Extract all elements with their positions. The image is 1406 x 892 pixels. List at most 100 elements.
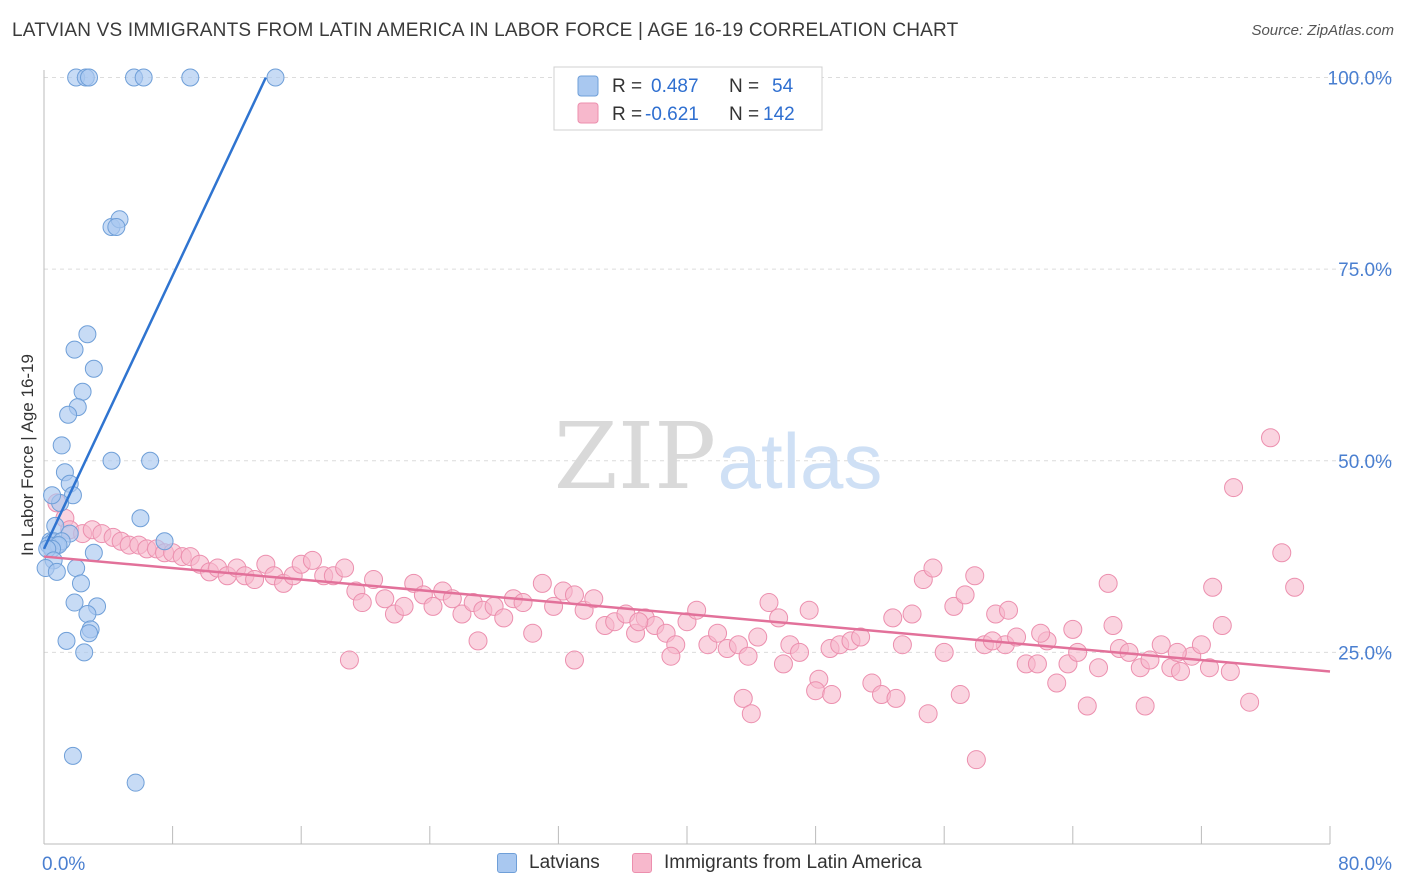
latin-point: [950, 685, 970, 705]
latin-point: [806, 681, 826, 701]
latin-point: [1199, 658, 1219, 678]
latin-point: [966, 750, 986, 770]
latin-point: [1261, 428, 1281, 448]
latin-point: [1191, 635, 1211, 655]
latvian-point: [65, 340, 84, 359]
latin-point: [302, 550, 322, 570]
latvian-point: [63, 746, 82, 765]
latin-point: [741, 704, 761, 724]
latin-point: [339, 650, 359, 670]
latvian-point: [57, 631, 76, 650]
latin-point: [1077, 696, 1097, 716]
latvian-point: [102, 451, 121, 470]
latin-point: [494, 608, 514, 628]
latin-point: [584, 589, 604, 609]
legend-r-value-latvians: 0.487: [651, 76, 699, 97]
latin-trend-line: [43, 555, 1331, 673]
latin-point: [452, 604, 472, 624]
latin-point: [1240, 692, 1260, 712]
latin-point: [1220, 662, 1240, 682]
series-legend: Latvians Immigrants from Latin America: [0, 850, 1406, 880]
latin-point: [375, 589, 395, 609]
chart-title: LATVIAN VS IMMIGRANTS FROM LATIN AMERICA…: [12, 20, 959, 41]
latin-point: [1285, 577, 1305, 597]
correlation-legend: R = 0.487 N = 54 R = -0.621 N = 142: [553, 66, 823, 131]
latin-point: [245, 570, 265, 590]
latvian-point: [71, 574, 90, 593]
latin-point: [769, 608, 789, 628]
latin-point: [1151, 635, 1171, 655]
latin-point: [944, 596, 964, 616]
latin-point: [1203, 577, 1223, 597]
legend-square-latin: [632, 853, 652, 873]
latvian-point: [73, 382, 92, 401]
latvian-point: [141, 451, 160, 470]
latvian-point: [131, 509, 150, 528]
latin-point: [965, 566, 985, 586]
latin-point: [1212, 616, 1232, 636]
axes: [43, 70, 1331, 845]
latin-point: [423, 596, 443, 616]
latvian-point: [80, 624, 99, 643]
latin-point: [1103, 616, 1123, 636]
latin-point: [468, 631, 488, 651]
latin-point: [513, 593, 533, 613]
latin-point: [902, 604, 922, 624]
latin-point: [923, 558, 943, 578]
latvian-point: [52, 436, 71, 455]
latvian-trend-line: [42, 76, 267, 550]
latin-point: [738, 646, 758, 666]
latvian-point: [59, 405, 78, 424]
latin-point: [335, 558, 355, 578]
latin-point: [883, 608, 903, 628]
latin-point: [851, 627, 871, 647]
latin-point: [523, 623, 543, 643]
latin-point: [394, 596, 414, 616]
latvian-point: [107, 217, 126, 236]
x-tick-label-left: 0.0%: [42, 854, 85, 875]
latin-point: [544, 596, 564, 616]
latvian-point: [65, 593, 84, 612]
latin-point: [629, 612, 649, 632]
legend-n-label-latin: N =: [729, 104, 759, 125]
latvian-point: [78, 325, 97, 344]
latin-point: [748, 627, 768, 647]
legend-label-latin: Immigrants from Latin America: [664, 852, 922, 873]
latin-point: [708, 623, 728, 643]
watermark-zip: ZIP: [554, 403, 716, 510]
latin-point: [1027, 654, 1047, 674]
legend-n-value-latvians: 54: [772, 76, 794, 97]
latvian-points: [36, 68, 285, 792]
latin-point: [1068, 642, 1088, 662]
x-tick-label-right: 80.0%: [1338, 854, 1392, 875]
legend-r-label-latin: R =: [612, 104, 642, 125]
latin-point: [1272, 543, 1292, 563]
latvian-point: [155, 532, 174, 551]
legend-n-label-latvians: N =: [729, 76, 759, 97]
latin-point: [661, 646, 681, 666]
latvian-point: [78, 605, 97, 624]
latin-point: [934, 642, 954, 662]
latin-point: [564, 650, 584, 670]
latin-point: [1224, 478, 1244, 498]
latin-point: [759, 593, 779, 613]
latin-point: [733, 688, 753, 708]
legend-swatch-latin: [577, 102, 599, 124]
legend-item-latin: Immigrants from Latin America: [632, 852, 922, 874]
latvian-point: [43, 486, 62, 505]
y-tick-label: 25.0%: [1338, 643, 1392, 664]
latin-point: [822, 685, 842, 705]
latvian-point: [80, 68, 99, 87]
latin-point: [773, 654, 793, 674]
latin-point: [1089, 658, 1109, 678]
legend-swatch-latvians: [577, 75, 599, 97]
y-tick-labels: 25.0% 50.0% 75.0% 100.0%: [1328, 69, 1393, 665]
latin-point: [892, 635, 912, 655]
y-axis-title: In Labor Force | Age 16-19: [18, 354, 37, 556]
legend-r-label-latvians: R =: [612, 76, 642, 97]
latin-point: [955, 585, 975, 605]
legend-n-value-latin: 142: [763, 104, 795, 125]
latvian-point: [134, 68, 153, 87]
y-tick-label: 50.0%: [1338, 452, 1392, 473]
